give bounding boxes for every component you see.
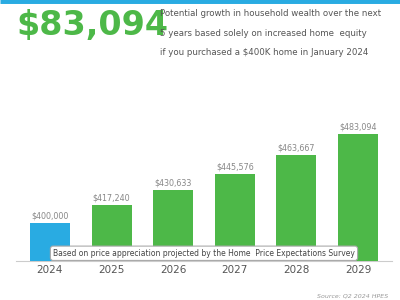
Text: if you purchased a $400K home in January 2024: if you purchased a $400K home in January… [160,48,368,57]
Bar [92,205,132,300]
Text: $483,094: $483,094 [339,122,377,131]
Text: $83,094: $83,094 [16,9,168,42]
Bar [338,134,378,300]
Text: 5 years based solely on increased home  equity: 5 years based solely on increased home e… [160,28,367,38]
Bar [30,223,70,300]
Text: $417,240: $417,240 [93,193,130,202]
Text: $463,667: $463,667 [278,143,315,152]
Bar [215,174,255,300]
Text: Based on price appreciation projected by the Home  Price Expectations Survey: Based on price appreciation projected by… [53,249,355,258]
Bar [276,155,316,300]
Bar [153,190,193,300]
Text: Potential growth in household wealth over the next: Potential growth in household wealth ove… [160,9,381,18]
Text: Source: Q2 2024 HPES: Source: Q2 2024 HPES [317,293,388,298]
Text: $430,633: $430,633 [154,179,192,188]
Text: $400,000: $400,000 [31,212,68,221]
Text: $445,576: $445,576 [216,163,254,172]
